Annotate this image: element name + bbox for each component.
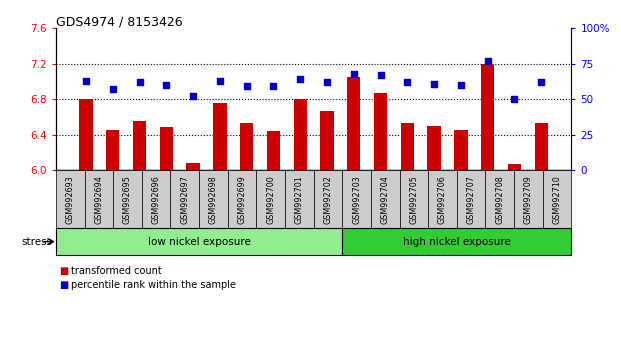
Bar: [133, 121, 147, 170]
Bar: [79, 99, 93, 170]
Text: GDS4974 / 8153426: GDS4974 / 8153426: [56, 16, 183, 29]
Text: GSM992695: GSM992695: [123, 175, 132, 224]
Text: GSM992701: GSM992701: [295, 175, 304, 223]
Point: [108, 86, 118, 92]
Point: [242, 84, 252, 89]
Bar: [186, 163, 200, 170]
Text: GSM992696: GSM992696: [152, 175, 161, 223]
Bar: [106, 130, 119, 170]
Bar: [508, 164, 521, 170]
Text: GSM992702: GSM992702: [324, 175, 332, 224]
Text: GSM992704: GSM992704: [381, 175, 390, 223]
Point: [402, 79, 412, 85]
Bar: [294, 99, 307, 170]
Text: GSM992708: GSM992708: [495, 175, 504, 223]
Text: GSM992709: GSM992709: [524, 175, 533, 224]
Bar: [267, 131, 280, 170]
Bar: [481, 64, 494, 170]
Text: GSM992707: GSM992707: [466, 175, 476, 224]
Point: [376, 72, 386, 78]
Point: [536, 79, 546, 85]
Bar: [427, 126, 441, 170]
Bar: [320, 111, 333, 170]
Text: GSM992693: GSM992693: [66, 175, 75, 223]
Text: stress: stress: [22, 236, 53, 247]
Text: GSM992703: GSM992703: [352, 175, 361, 223]
Bar: [374, 93, 388, 170]
Bar: [454, 130, 468, 170]
Point: [429, 81, 439, 86]
Point: [215, 78, 225, 84]
Bar: [160, 127, 173, 170]
Point: [135, 79, 145, 85]
Text: ■: ■: [59, 266, 68, 276]
Bar: [213, 103, 227, 170]
Text: transformed count: transformed count: [71, 266, 162, 276]
Point: [295, 76, 305, 82]
Point: [349, 71, 359, 76]
Text: ■: ■: [59, 280, 68, 290]
Text: GSM992706: GSM992706: [438, 175, 447, 223]
Text: percentile rank within the sample: percentile rank within the sample: [71, 280, 237, 290]
Text: high nickel exposure: high nickel exposure: [403, 236, 510, 247]
Point: [509, 96, 519, 102]
Bar: [347, 77, 360, 170]
Point: [268, 84, 278, 89]
Text: GSM992699: GSM992699: [237, 175, 247, 224]
Text: GSM992698: GSM992698: [209, 175, 218, 223]
Point: [483, 58, 492, 64]
Text: GSM992710: GSM992710: [553, 175, 561, 223]
Text: GSM992700: GSM992700: [266, 175, 275, 223]
Text: GSM992697: GSM992697: [180, 175, 189, 224]
Text: GSM992705: GSM992705: [409, 175, 419, 224]
Point: [322, 79, 332, 85]
Point: [81, 78, 91, 84]
Bar: [240, 123, 253, 170]
Text: low nickel exposure: low nickel exposure: [148, 236, 250, 247]
Bar: [401, 123, 414, 170]
Point: [456, 82, 466, 88]
Text: GSM992694: GSM992694: [94, 175, 103, 223]
Point: [188, 93, 198, 99]
Bar: [535, 123, 548, 170]
Point: [161, 82, 171, 88]
